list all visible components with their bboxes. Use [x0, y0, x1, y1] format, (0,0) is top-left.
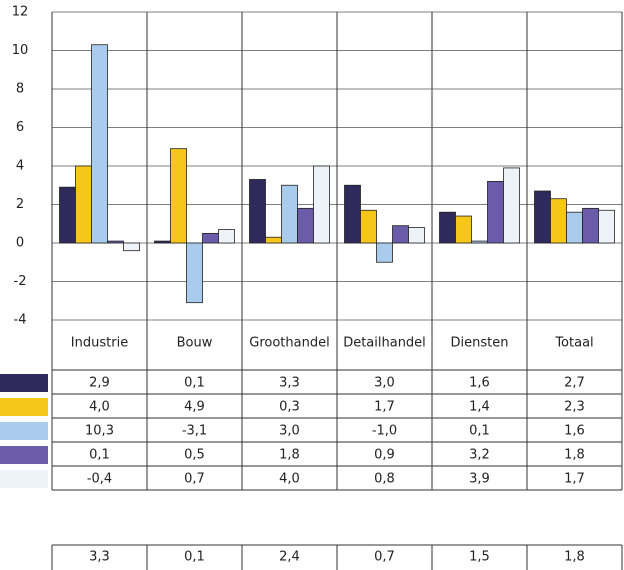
- table-cell: 10,3: [85, 424, 114, 439]
- summary-cell: 1,5: [469, 550, 490, 565]
- legend-swatch: [0, 398, 48, 416]
- bar: [75, 165, 92, 244]
- table-cell: 1,8: [279, 448, 300, 463]
- bar: [376, 242, 393, 263]
- category-label: Totaal: [554, 336, 593, 351]
- legend-swatch: [0, 422, 48, 440]
- bar: [281, 184, 298, 244]
- table-cell: 3,3: [279, 376, 300, 391]
- table-cell: 0,9: [374, 448, 395, 463]
- bar: [392, 225, 409, 244]
- y-tick-label: -2: [14, 274, 27, 289]
- y-tick-label: 12: [12, 5, 29, 20]
- bar: [218, 229, 235, 244]
- table-cell: 0,5: [184, 448, 205, 463]
- table-cell: 1,4: [469, 400, 490, 415]
- table-cell: 1,6: [564, 424, 585, 439]
- bar: [408, 227, 425, 244]
- table-cell: 1,7: [564, 472, 585, 487]
- category-label: Diensten: [451, 336, 509, 351]
- bar: [487, 180, 504, 244]
- bar: [265, 236, 282, 244]
- legend-swatch: [0, 446, 48, 464]
- bar: [123, 242, 140, 252]
- table-cell: 2,3: [564, 400, 585, 415]
- bar: [439, 211, 456, 244]
- bar: [249, 179, 266, 244]
- y-tick-label: 0: [16, 236, 24, 251]
- summary-cell: 0,7: [374, 550, 395, 565]
- table-cell: 0,8: [374, 472, 395, 487]
- table-cell: 0,1: [469, 424, 490, 439]
- y-tick-label: 10: [12, 43, 29, 58]
- category-label: Detailhandel: [343, 336, 426, 351]
- table-cell: 1,7: [374, 400, 395, 415]
- y-tick-label: -4: [14, 313, 27, 328]
- table-cell: 0,7: [184, 472, 205, 487]
- category-label: Bouw: [177, 336, 213, 351]
- table-cell: 4,9: [184, 400, 205, 415]
- bar: [503, 167, 520, 244]
- table-cell: 4,0: [279, 472, 300, 487]
- bar: [566, 211, 583, 244]
- table-cell: 2,7: [564, 376, 585, 391]
- table-cell: 0,3: [279, 400, 300, 415]
- bar: [202, 232, 219, 244]
- bar: [582, 207, 599, 244]
- summary-cell: 2,4: [279, 550, 300, 565]
- bar: [360, 209, 377, 244]
- table-cell: 1,8: [564, 448, 585, 463]
- legend-swatch: [0, 374, 48, 392]
- y-tick-label: 4: [16, 159, 24, 174]
- y-tick-label: 2: [16, 197, 24, 212]
- table-cell: 0,1: [89, 448, 110, 463]
- bar: [471, 240, 488, 244]
- table-cell: 3,9: [469, 472, 490, 487]
- bar: [455, 215, 472, 244]
- legend-swatch: [0, 470, 48, 488]
- table-cell: -3,1: [182, 424, 207, 439]
- bar: [186, 242, 203, 304]
- bar: [107, 240, 124, 244]
- summary-cell: 3,3: [89, 550, 110, 565]
- table-cell: 1,6: [469, 376, 490, 391]
- summary-cell: 1,8: [564, 550, 585, 565]
- bar: [91, 44, 108, 244]
- bar: [170, 148, 187, 244]
- bar: [154, 240, 171, 244]
- bar: [344, 184, 361, 244]
- table-cell: 3,0: [279, 424, 300, 439]
- table-cell: 3,2: [469, 448, 490, 463]
- category-label: Groothandel: [249, 336, 329, 351]
- table-cell: 3,0: [374, 376, 395, 391]
- bar: [59, 186, 76, 244]
- bar: [313, 165, 330, 244]
- category-label: Industrie: [71, 336, 128, 351]
- table-cell: 4,0: [89, 400, 110, 415]
- table-cell: 0,1: [184, 376, 205, 391]
- summary-cell: 0,1: [184, 550, 205, 565]
- bar: [297, 207, 314, 244]
- bar: [598, 209, 615, 244]
- table-cell: 2,9: [89, 376, 110, 391]
- bar: [534, 190, 551, 244]
- y-tick-label: 6: [16, 120, 24, 135]
- bar: [550, 198, 567, 244]
- table-cell: -0,4: [87, 472, 112, 487]
- table-cell: -1,0: [372, 424, 397, 439]
- y-tick-label: 8: [16, 82, 24, 97]
